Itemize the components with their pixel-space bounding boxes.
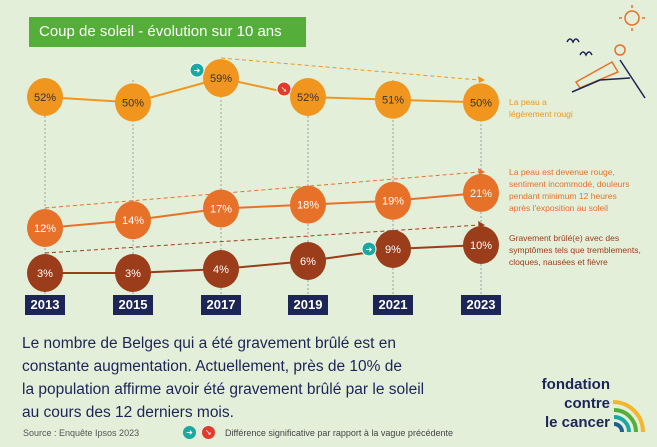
data-label: 51% bbox=[382, 95, 404, 107]
up-arrow-icon bbox=[189, 62, 205, 78]
legend-line: symptômes tels que tremblements, bbox=[509, 245, 641, 255]
series-line bbox=[44, 191, 482, 229]
summary-text: Le nombre de Belges qui a été gravement … bbox=[22, 332, 462, 424]
arrow-glyph: ➜ bbox=[366, 245, 373, 254]
summary-line: la population affirme avoir été gravemen… bbox=[22, 381, 425, 398]
year-label: 2021 bbox=[379, 297, 408, 312]
data-label: 17% bbox=[210, 204, 232, 216]
data-label: 14% bbox=[122, 215, 144, 227]
chart-title: Coup de soleil - évolution sur 10 ans bbox=[29, 17, 306, 47]
trend-arrowhead bbox=[478, 168, 485, 175]
year-label: 2017 bbox=[207, 297, 236, 312]
logo-line: le cancer bbox=[544, 414, 610, 431]
legend-series-2: La peau est devenue rouge, sentiment inc… bbox=[509, 166, 629, 214]
logo-line: fondation bbox=[541, 376, 610, 393]
data-label: 19% bbox=[382, 196, 404, 208]
arrow-glyph: ➜ bbox=[194, 66, 201, 75]
trend-arrowhead bbox=[478, 76, 485, 83]
year-label-box bbox=[461, 295, 501, 315]
data-label: 52% bbox=[34, 92, 56, 104]
legend-line: La peau est devenue rouge, bbox=[509, 167, 615, 177]
legend-line: pendant minimum 12 heures bbox=[509, 191, 617, 201]
data-label: 4% bbox=[213, 264, 229, 276]
legend-line: légèrement rougi bbox=[509, 109, 573, 119]
legend-line: sentiment incommodé, douleurs bbox=[509, 179, 630, 189]
data-point bbox=[375, 80, 411, 119]
significance-note: Différence significative par rapport à l… bbox=[225, 428, 453, 438]
data-label: 3% bbox=[125, 268, 141, 280]
data-label: 50% bbox=[122, 97, 144, 109]
data-point bbox=[375, 230, 411, 268]
series-line bbox=[44, 77, 482, 104]
data-point bbox=[27, 78, 63, 116]
data-point bbox=[290, 78, 326, 116]
data-label: 52% bbox=[297, 92, 319, 104]
legend-line: après l'exposition au soleil bbox=[509, 203, 608, 213]
summary-line: Le nombre de Belges qui a été gravement … bbox=[22, 335, 396, 352]
data-point bbox=[203, 250, 239, 288]
data-point bbox=[203, 59, 239, 98]
trend-line bbox=[220, 57, 480, 81]
year-label-box bbox=[373, 295, 413, 315]
data-point bbox=[290, 242, 326, 280]
year-label: 2019 bbox=[294, 297, 323, 312]
data-label: 59% bbox=[210, 73, 232, 85]
summary-line: au cours des 12 derniers mois. bbox=[22, 404, 234, 421]
data-point bbox=[375, 181, 411, 220]
logo-line: contre bbox=[564, 395, 610, 412]
data-point bbox=[115, 254, 151, 292]
year-label-box bbox=[288, 295, 328, 315]
summary-line: constante augmentation. Actuellement, pr… bbox=[22, 358, 402, 375]
arrow-glyph: ➘ bbox=[281, 85, 288, 94]
year-label-box bbox=[25, 295, 65, 315]
data-label: 9% bbox=[385, 244, 401, 256]
data-point bbox=[27, 254, 63, 292]
data-label: 6% bbox=[300, 256, 316, 268]
data-point bbox=[463, 83, 499, 122]
legend-series-1: La peau a légèrement rougi bbox=[509, 96, 573, 120]
data-label: 10% bbox=[470, 240, 492, 252]
data-point bbox=[463, 226, 499, 264]
trend-line bbox=[44, 171, 480, 209]
data-point bbox=[27, 209, 63, 247]
data-label: 3% bbox=[37, 268, 53, 280]
source-text: Source : Enquête Ipsos 2023 bbox=[23, 428, 140, 438]
trend-line bbox=[44, 224, 480, 254]
data-label: 18% bbox=[297, 200, 319, 212]
up-arrow-icon: ➜ bbox=[183, 426, 196, 439]
legend-line: La peau a bbox=[509, 97, 547, 107]
data-point bbox=[115, 201, 151, 240]
year-label: 2023 bbox=[467, 297, 496, 312]
year-label-box bbox=[113, 295, 153, 315]
up-arrow-icon bbox=[361, 241, 377, 257]
legend-series-3: Gravement brûlé(e) avec des symptômes te… bbox=[509, 232, 641, 268]
data-label: 12% bbox=[34, 223, 56, 235]
logo: fondation contre le cancer bbox=[520, 375, 610, 432]
data-label: 21% bbox=[470, 188, 492, 200]
year-label: 2015 bbox=[119, 297, 148, 312]
legend-line: cloques, nausées et fièvre bbox=[509, 257, 608, 267]
data-point bbox=[115, 83, 151, 122]
down-arrow-icon bbox=[276, 81, 292, 97]
data-label: 50% bbox=[470, 97, 492, 109]
data-point bbox=[463, 173, 499, 212]
year-label: 2013 bbox=[31, 297, 60, 312]
year-label-box bbox=[201, 295, 241, 315]
down-arrow-icon: ➘ bbox=[202, 426, 215, 439]
legend-line: Gravement brûlé(e) avec des bbox=[509, 233, 620, 243]
data-point bbox=[203, 189, 239, 228]
data-point bbox=[290, 185, 326, 224]
